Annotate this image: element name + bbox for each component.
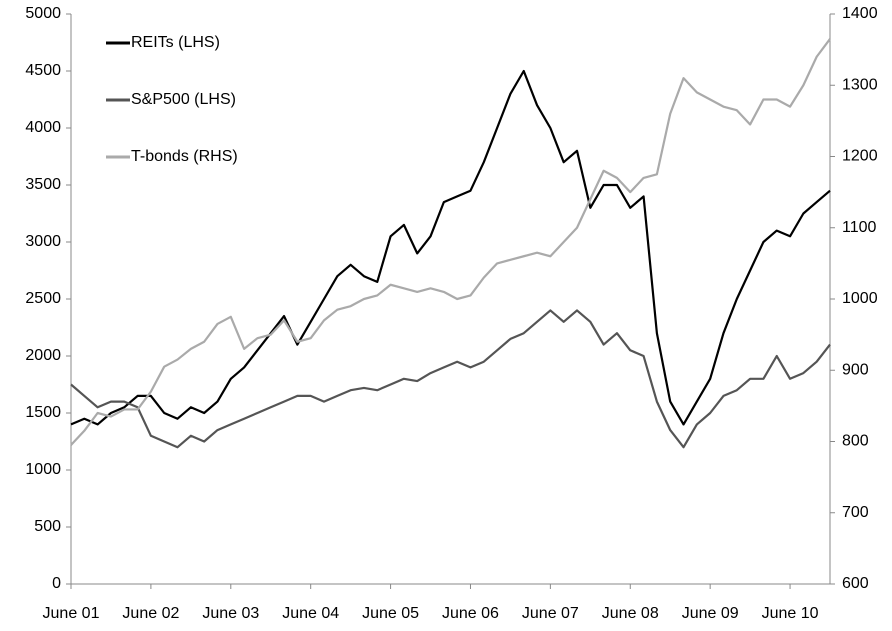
y-tick-label: 2000: [25, 347, 61, 364]
y2-tick-label: 700: [842, 504, 869, 521]
x-tick-label: June 10: [762, 605, 819, 622]
x-tick-label: June 03: [202, 605, 259, 622]
y-tick-label: 1000: [25, 461, 61, 478]
line-series: [70, 38, 831, 446]
x-tick-label: June 04: [282, 605, 339, 622]
x-tick-label: June 08: [602, 605, 659, 622]
y-tick-label: 5000: [25, 5, 61, 22]
y-tick-label: 500: [34, 518, 61, 535]
x-tick-label: June 06: [442, 605, 499, 622]
y-tick-label: 0: [52, 575, 61, 592]
line-series: [70, 69, 831, 426]
x-tick-label: June 05: [362, 605, 419, 622]
y2-tick-label: 1100: [842, 219, 877, 236]
y2-tick-label: 900: [842, 361, 869, 378]
x-tick-label: June 02: [122, 605, 179, 622]
x-tick-label: June 01: [43, 605, 100, 622]
y2-tick-label: 1000: [842, 290, 878, 307]
y2-tick-label: 1400: [842, 5, 878, 22]
y-tick-label: 4000: [25, 119, 61, 136]
x-tick-label: June 09: [682, 605, 739, 622]
y2-tick-label: 600: [842, 575, 869, 592]
y-tick-label: 4500: [25, 62, 61, 79]
y-tick-label: 2500: [25, 290, 61, 307]
line-series: [70, 309, 831, 449]
x-tick-label: June 07: [522, 605, 579, 622]
y-tick-label: 1500: [25, 404, 61, 421]
y2-tick-label: 800: [842, 433, 869, 450]
y-tick-label: 3000: [25, 233, 61, 250]
legend-label: S&P500 (LHS): [131, 91, 236, 108]
legend-label: REITs (LHS): [131, 34, 220, 51]
y2-tick-label: 1300: [842, 76, 878, 93]
legend-label: T-bonds (RHS): [131, 148, 238, 165]
y-tick-label: 3500: [25, 176, 61, 193]
y2-tick-label: 1200: [842, 148, 878, 165]
